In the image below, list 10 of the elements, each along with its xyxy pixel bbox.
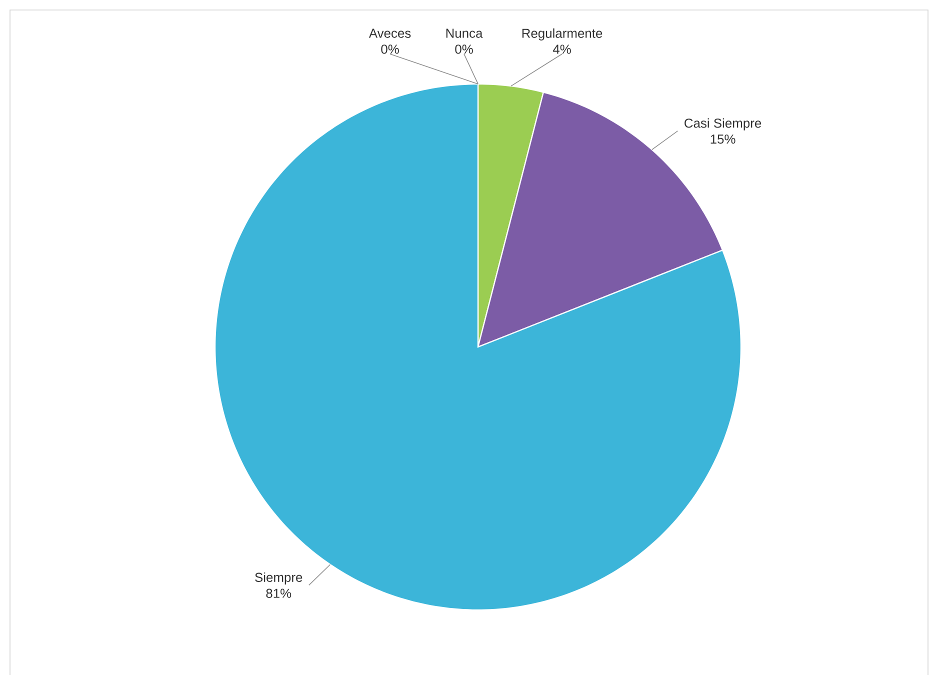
slice-label: Casi Siempre [684,118,762,130]
slice-label: Siempre [255,572,302,585]
category-label: Aveces [368,28,411,38]
text: 0% [455,44,473,54]
slice-label: Regularmente [522,28,602,40]
text: 0% [381,44,399,54]
category-label: Nunca [446,28,483,38]
data-label: 81% [266,588,292,598]
data-label: 4% [552,44,571,54]
data-label: 15% [710,134,736,144]
